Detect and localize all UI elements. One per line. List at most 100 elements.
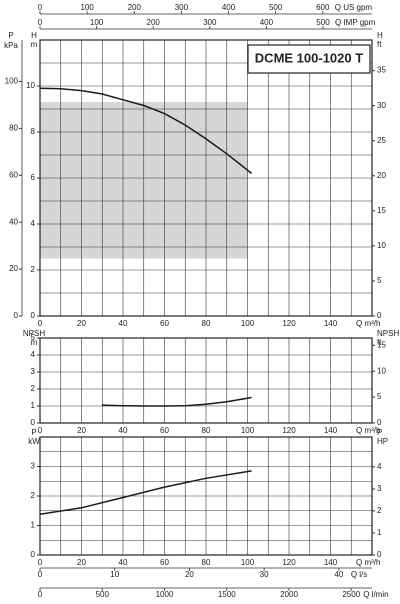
y-tick-label: 0 xyxy=(14,311,19,320)
tick-label: 1000 xyxy=(156,590,174,599)
y-tick-label: 25 xyxy=(377,136,386,145)
x-tick-label: 100 xyxy=(241,319,255,328)
y-tick-label: 20 xyxy=(9,264,18,273)
tick-label: 300 xyxy=(175,3,189,12)
y-tick-label: 1 xyxy=(377,528,382,537)
y-tick-label: 30 xyxy=(377,101,386,110)
y-tick-label: 0 xyxy=(377,311,382,320)
tick-label: 500 xyxy=(96,590,110,599)
y-tick-label: 80 xyxy=(9,124,18,133)
y-tick-label: 0 xyxy=(31,418,36,427)
y-tick-label: 3 xyxy=(31,462,36,471)
x-tick-label: 120 xyxy=(282,426,296,435)
x-tick-label: 60 xyxy=(160,558,169,567)
y-axis-label: H xyxy=(31,31,37,40)
y-tick-label: 3 xyxy=(377,484,382,493)
y-tick-label: 15 xyxy=(377,206,386,215)
tick-label: 0 xyxy=(38,18,43,27)
y-axis-label: NPSH xyxy=(377,329,399,338)
tick-label: 400 xyxy=(260,18,274,27)
y-axis-label: P xyxy=(31,428,36,437)
y-axis-unit: kPa xyxy=(4,41,18,50)
tick-label: 200 xyxy=(128,3,142,12)
x-tick-label: 120 xyxy=(282,319,296,328)
y-axis-unit: HP xyxy=(377,437,388,446)
tick-label: 400 xyxy=(222,3,236,12)
x-tick-label: 40 xyxy=(119,558,128,567)
x-tick-label: 140 xyxy=(324,319,338,328)
tick-label: 300 xyxy=(203,18,217,27)
x-tick-label: 100 xyxy=(241,426,255,435)
curve xyxy=(39,87,253,174)
y-tick-label: 8 xyxy=(31,127,36,136)
x-tick-label: 60 xyxy=(160,426,169,435)
y-tick-label: 0 xyxy=(377,550,382,559)
x-tick-label: 80 xyxy=(202,426,211,435)
tick-label: 2500 xyxy=(342,590,360,599)
chart-title: DCME 100-1020 T xyxy=(255,50,363,65)
tick-label: 500 xyxy=(269,3,283,12)
tick-label: 30 xyxy=(260,570,269,579)
x-tick-label: 20 xyxy=(77,319,86,328)
curve xyxy=(102,396,252,407)
curve xyxy=(39,470,252,516)
y-axis-unit: ft xyxy=(377,40,382,49)
y-axis-label: P xyxy=(377,428,382,437)
y-tick-label: 15 xyxy=(377,340,386,349)
y-tick-label: 2 xyxy=(31,265,36,274)
y-tick-label: 10 xyxy=(26,81,35,90)
x-tick-label: 40 xyxy=(119,319,128,328)
y-tick-label: 0 xyxy=(31,311,36,320)
tick-label: 20 xyxy=(185,570,194,579)
y-tick-label: 0 xyxy=(377,418,382,427)
axis-label: Q US gpm xyxy=(335,3,373,12)
x-tick-label: 20 xyxy=(77,426,86,435)
y-tick-label: 4 xyxy=(377,462,382,471)
y-tick-label: 2 xyxy=(31,384,36,393)
x-tick-label: 140 xyxy=(324,558,338,567)
y-tick-label: 2 xyxy=(377,506,382,515)
x-tick-label: 80 xyxy=(202,558,211,567)
x-axis-label: Q m³/h xyxy=(356,319,380,328)
y-tick-label: 40 xyxy=(9,217,18,226)
tick-label: 2000 xyxy=(280,590,298,599)
tick-label: 10 xyxy=(110,570,119,579)
axis-label: Q l/min xyxy=(363,590,388,599)
y-tick-label: 1 xyxy=(31,401,36,410)
y-tick-label: 4 xyxy=(31,350,36,359)
tick-label: 600 xyxy=(316,3,330,12)
y-tick-label: 5 xyxy=(377,276,382,285)
x-axis-label: Q m³/h xyxy=(356,426,380,435)
y-axis-unit: m xyxy=(31,40,38,49)
y-tick-label: 20 xyxy=(377,171,386,180)
y-axis-unit: m xyxy=(31,338,38,347)
plot-frame xyxy=(39,337,373,424)
tick-label: 0 xyxy=(38,3,43,12)
y-tick-label: 100 xyxy=(5,77,19,86)
x-tick-label: 120 xyxy=(282,558,296,567)
tick-label: 1500 xyxy=(218,590,236,599)
x-tick-label: 40 xyxy=(119,426,128,435)
tick-label: 0 xyxy=(38,570,43,579)
x-tick-label: 80 xyxy=(202,319,211,328)
x-tick-label: 140 xyxy=(324,426,338,435)
x-axis-label: Q m³/h xyxy=(356,558,380,567)
x-tick-label: 20 xyxy=(77,558,86,567)
y-tick-label: 35 xyxy=(377,66,386,75)
y-axis-label: NPSH xyxy=(23,329,45,338)
y-tick-label: 10 xyxy=(377,366,386,375)
y-axis-unit: ft xyxy=(377,338,382,347)
axis-label: Q IMP gpm xyxy=(335,18,376,27)
x-tick-label: 0 xyxy=(38,319,43,328)
tick-label: 100 xyxy=(90,18,104,27)
x-tick-label: 60 xyxy=(160,319,169,328)
y-axis-unit: kW xyxy=(28,437,40,446)
tick-label: 500 xyxy=(316,18,330,27)
x-tick-label: 100 xyxy=(241,558,255,567)
tick-label: 100 xyxy=(80,3,94,12)
tick-label: 200 xyxy=(147,18,161,27)
x-tick-label: 0 xyxy=(38,426,43,435)
title-box xyxy=(247,44,371,74)
y-tick-label: 3 xyxy=(31,367,36,376)
